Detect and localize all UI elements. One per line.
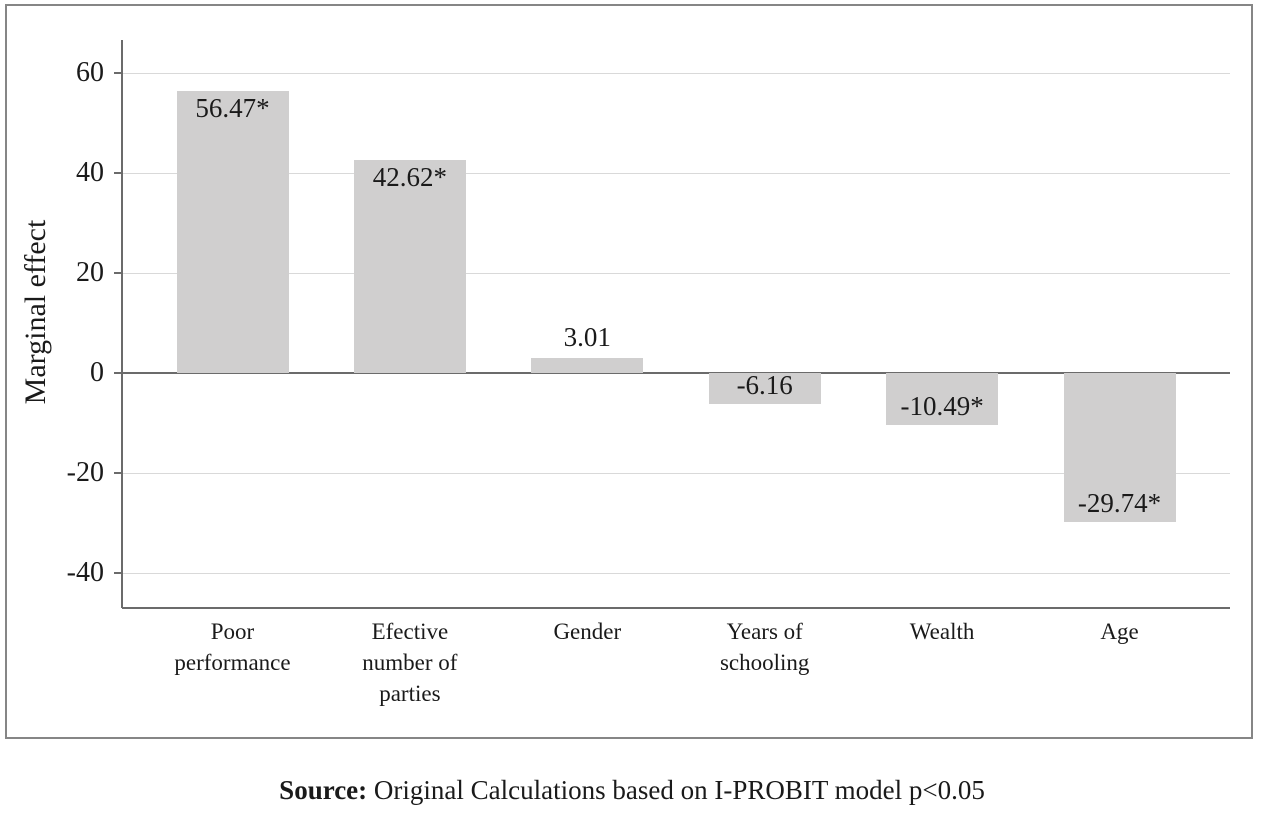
y-tick-mark: [114, 172, 122, 174]
x-category-label: Years of schooling: [719, 619, 810, 675]
bar-value-label: 42.62*: [372, 161, 448, 192]
bar: [886, 373, 999, 426]
y-axis-line: [121, 40, 123, 608]
bar-value-label: -29.74*: [1077, 487, 1162, 518]
gridline: [122, 272, 1230, 274]
y-tick-label: -40: [66, 557, 104, 588]
y-tick-label: 0: [90, 357, 104, 388]
bar-value-label: -6.16: [736, 369, 793, 400]
x-category-label: Wealth: [909, 619, 975, 644]
x-category-label: Poor performance: [174, 619, 291, 675]
y-tick-label: 40: [76, 157, 104, 188]
y-tick-label: 20: [76, 257, 104, 288]
gridline: [122, 472, 1230, 474]
y-tick-mark: [114, 572, 122, 574]
source-prefix-label: Source:: [279, 775, 368, 805]
bar: [1063, 373, 1176, 522]
y-tick-mark: [114, 472, 122, 474]
x-axis-bottom-line: [122, 607, 1230, 609]
bar: [531, 357, 644, 373]
gridline: [122, 572, 1230, 574]
bar: [176, 90, 289, 373]
x-category-label: Age: [1100, 619, 1139, 644]
x-category-label: Gender: [553, 619, 622, 644]
y-tick-mark: [114, 372, 122, 374]
y-tick-label: 60: [76, 57, 104, 88]
source-caption: Source: Original Calculations based on I…: [0, 772, 1264, 808]
bar-value-label: 3.01: [563, 321, 611, 352]
bar-value-label: -10.49*: [900, 391, 984, 422]
gridline: [122, 72, 1230, 74]
gridline: [122, 172, 1230, 174]
x-category-label: Efective number of parties: [362, 619, 458, 706]
y-tick-mark: [114, 72, 122, 74]
bar: [353, 159, 466, 373]
y-tick-label: -20: [66, 457, 104, 488]
bar-value-label: 56.47*: [195, 92, 270, 123]
source-text: Original Calculations based on I-PROBIT …: [373, 775, 985, 805]
bar: [708, 373, 821, 404]
y-tick-mark: [114, 272, 122, 274]
zero-line: [122, 372, 1230, 374]
